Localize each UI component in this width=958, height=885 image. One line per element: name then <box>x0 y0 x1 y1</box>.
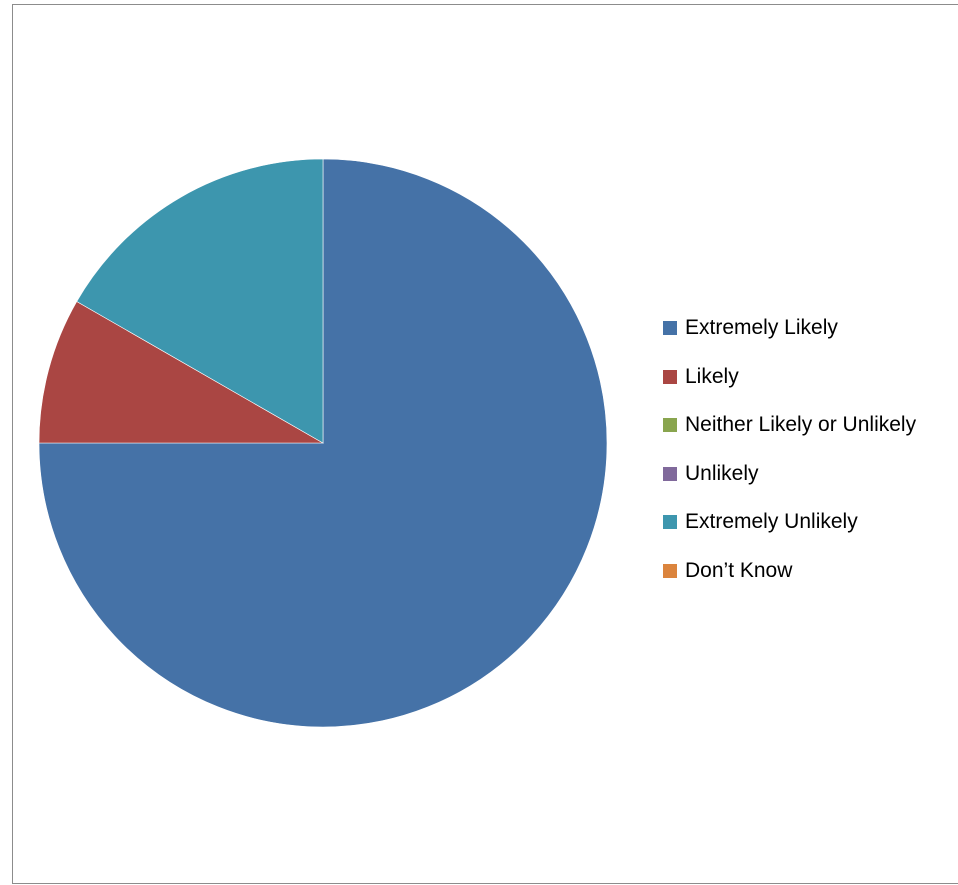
legend-item: Extremely Unlikely <box>663 507 916 556</box>
legend-label: Neither Likely or Unlikely <box>685 413 917 437</box>
legend-swatch <box>663 515 677 530</box>
pie-chart <box>38 158 608 728</box>
legend-item: Don’t Know <box>663 556 916 605</box>
legend-label: Don’t Know <box>685 558 793 582</box>
legend-swatch <box>663 369 677 384</box>
legend-label: Unlikely <box>685 461 759 485</box>
legend-label: Extremely Unlikely <box>685 510 858 534</box>
legend-item: Extremely Likely <box>663 313 916 362</box>
legend-label: Likely <box>685 364 739 388</box>
chart-legend: Extremely Likely Likely Neither Likely or … <box>663 313 916 605</box>
pie-slice-extremely-unlikely <box>76 158 324 444</box>
chart-area: Extremely Likely Likely Neither Likely or … <box>12 4 958 884</box>
pie-slice-likely <box>38 301 325 444</box>
legend-swatch <box>663 563 677 578</box>
legend-item: Neither Likely or Unlikely <box>663 410 916 459</box>
legend-label: Extremely Likely <box>685 316 838 339</box>
legend-swatch <box>663 321 677 335</box>
legend-swatch <box>663 418 677 433</box>
legend-swatch <box>663 466 677 481</box>
legend-item: Likely <box>663 362 916 411</box>
legend-item: Unlikely <box>663 459 916 508</box>
